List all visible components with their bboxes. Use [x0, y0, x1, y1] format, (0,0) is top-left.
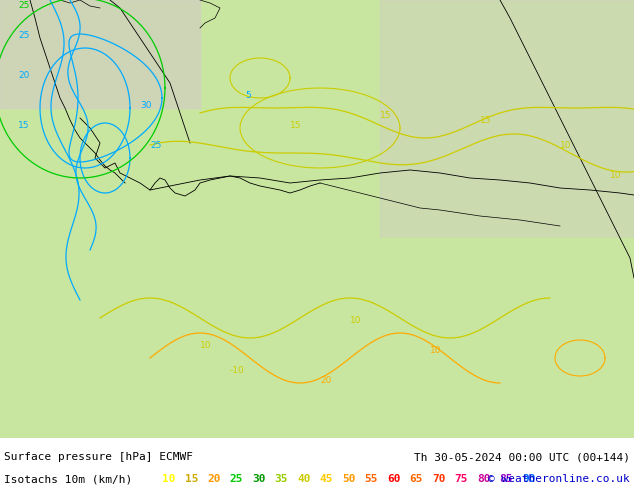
Text: 60: 60	[387, 474, 401, 484]
Text: 70: 70	[432, 474, 446, 484]
Text: Surface pressure [hPa] ECMWF: Surface pressure [hPa] ECMWF	[4, 452, 193, 462]
Text: 10: 10	[200, 341, 212, 350]
Text: 10: 10	[162, 474, 176, 484]
Text: Th 30-05-2024 00:00 UTC (00+144): Th 30-05-2024 00:00 UTC (00+144)	[414, 452, 630, 462]
Text: 10: 10	[430, 346, 441, 355]
Text: 15: 15	[380, 111, 392, 120]
Text: 20: 20	[320, 376, 332, 385]
Bar	[0, 0, 200, 108]
Text: © weatheronline.co.uk: © weatheronline.co.uk	[488, 474, 630, 484]
Text: 30: 30	[252, 474, 266, 484]
Text: 50: 50	[342, 474, 356, 484]
Text: 35: 35	[275, 474, 288, 484]
Text: 15: 15	[480, 116, 491, 125]
Text: 25: 25	[18, 31, 29, 40]
Text: Isotachs 10m (km/h): Isotachs 10m (km/h)	[4, 474, 133, 484]
Bar	[0, 238, 634, 438]
Text: 10: 10	[350, 316, 361, 325]
Text: 5: 5	[245, 91, 251, 100]
Text: -10: -10	[230, 366, 245, 375]
Text: 15: 15	[184, 474, 198, 484]
Text: 75: 75	[455, 474, 468, 484]
Bar	[380, 0, 634, 438]
Text: 55: 55	[365, 474, 378, 484]
Text: 80: 80	[477, 474, 491, 484]
Text: 20: 20	[18, 71, 29, 80]
Text: 65: 65	[410, 474, 423, 484]
Text: 90: 90	[522, 474, 536, 484]
Text: 45: 45	[320, 474, 333, 484]
Text: 10: 10	[560, 141, 571, 150]
Text: 25: 25	[150, 141, 162, 150]
Text: 15: 15	[18, 121, 30, 130]
Text: 40: 40	[297, 474, 311, 484]
Text: 15: 15	[290, 121, 302, 130]
Text: 10: 10	[610, 171, 621, 180]
Text: 20: 20	[207, 474, 221, 484]
Text: 30: 30	[140, 101, 152, 110]
Text: 25: 25	[230, 474, 243, 484]
Text: 85: 85	[500, 474, 513, 484]
Text: 25: 25	[18, 1, 29, 10]
